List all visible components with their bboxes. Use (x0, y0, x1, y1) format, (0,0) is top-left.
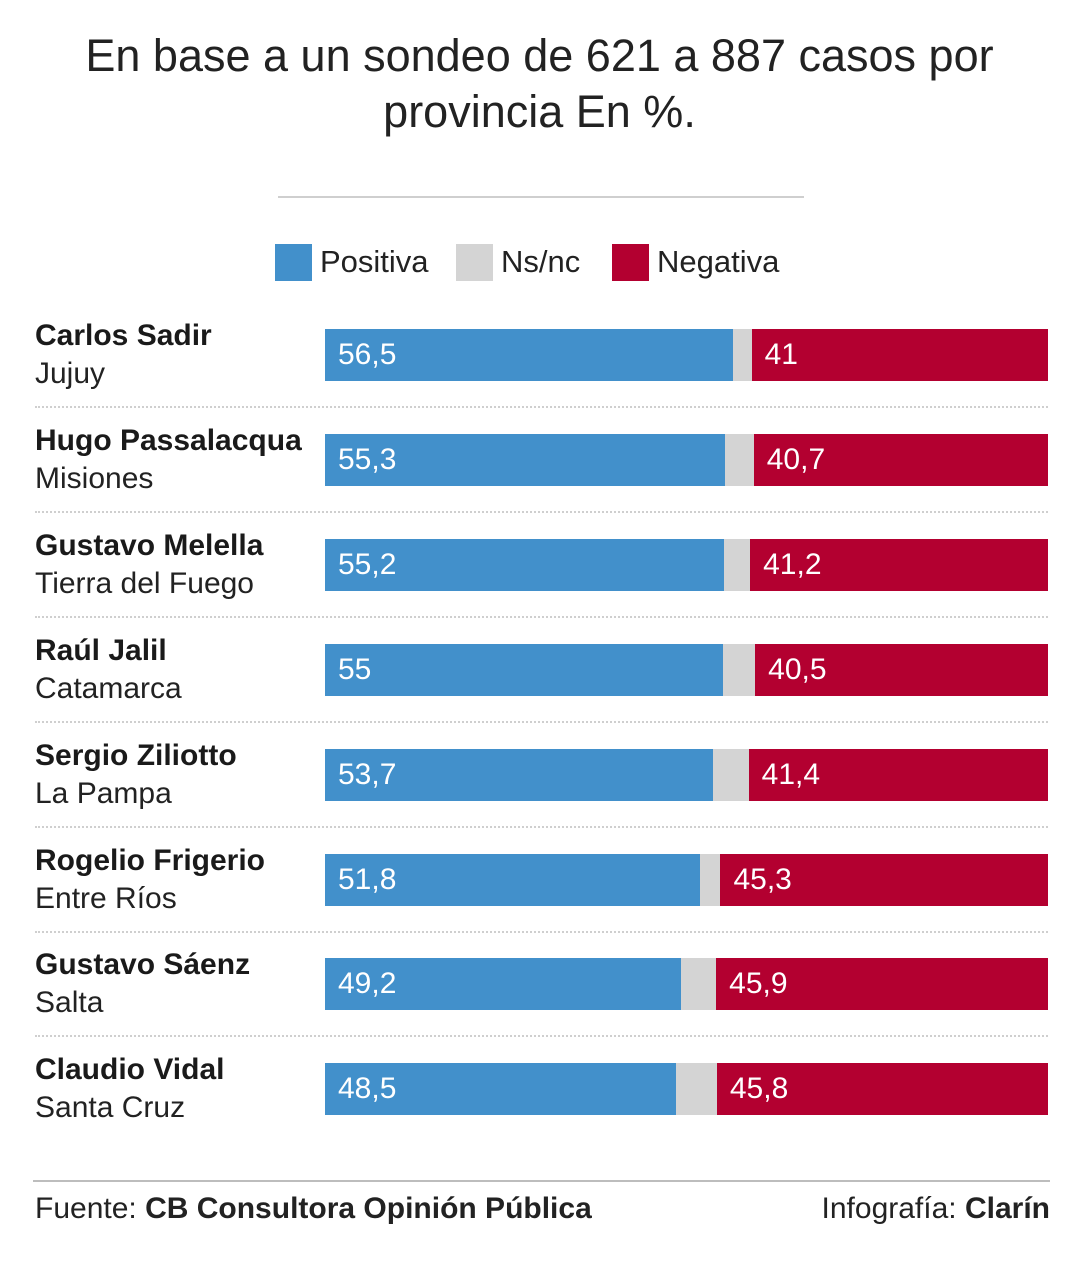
bar-segment-negativa (753, 433, 1048, 486)
chart-row: Raúl Jalil Catamarca 55 40,5 (35, 631, 1048, 735)
legend-swatch-positiva (275, 243, 312, 281)
bar-segment-nsnc (680, 958, 717, 1011)
data-label: 55 (338, 652, 372, 686)
bar-segment-nsnc (733, 329, 752, 381)
stacked-bar: 51,8 45,3 (325, 853, 1048, 906)
data-label: 41 (764, 338, 798, 371)
legend-swatch-negativa (612, 243, 649, 281)
chart-row: Gustavo Sáenz Salta 49,2 45,9 (35, 945, 1048, 1049)
credit-name: Clarín (964, 1192, 1050, 1225)
data-label: 45,3 (733, 862, 792, 896)
data-label: 45,9 (729, 967, 788, 1001)
title-divider (278, 196, 804, 198)
row-divider (35, 825, 1048, 828)
chart-row: Claudio Vidal Santa Cruz 48,5 45,8 (35, 1050, 1048, 1154)
data-label: 40,7 (766, 442, 826, 476)
governor-name: Gustavo Sáenz (35, 948, 251, 982)
province-name: Santa Cruz (35, 1091, 186, 1125)
data-label: 40,5 (768, 652, 827, 686)
bar-segment-positiva (325, 1063, 676, 1116)
chart-row: Carlos Sadir Jujuy 56,5 41 (35, 316, 1048, 420)
data-label: 45,8 (729, 1072, 789, 1106)
row-divider (35, 1035, 1048, 1038)
bar-segment-negativa (748, 748, 1048, 801)
governor-name: Carlos Sadir (35, 319, 212, 352)
legend-item-negativa: Negativa (612, 240, 779, 284)
row-divider (35, 720, 1048, 723)
credit-note: Infografía: Clarín (822, 1188, 1050, 1230)
legend-item-nsnc: Ns/nc (456, 240, 580, 284)
legend-item-positiva: Positiva (275, 240, 429, 284)
chart-row: Sergio Ziliotto La Pampa 53,7 41,4 (35, 736, 1048, 840)
chart-row: Hugo Passalacqua Misiones 55,3 40,7 (35, 421, 1048, 525)
bar-segment-positiva (325, 538, 725, 591)
bar-segment-nsnc (699, 853, 721, 906)
legend: Positiva Ns/nc Negativa (0, 240, 1079, 284)
stacked-bar: 49,2 45,9 (325, 958, 1048, 1011)
province-name: Entre Ríos (35, 881, 177, 915)
data-label: 55,3 (338, 442, 397, 476)
stacked-bar: 55 40,5 (325, 643, 1048, 696)
governor-name: Gustavo Melella (35, 528, 264, 562)
row-divider (35, 406, 1048, 408)
stacked-bar: 48,5 45,8 (325, 1063, 1048, 1116)
chart-row: Gustavo Melella Tierra del Fuego 55,2 41,2 (35, 526, 1048, 630)
legend-label-nsnc: Ns/nc (501, 244, 581, 279)
bar-segment-positiva (325, 958, 681, 1011)
legend-swatch-nsnc (456, 243, 493, 281)
stacked-bar: 55,3 40,7 (325, 433, 1048, 486)
source-name: CB Consultora Opinión Pública (145, 1192, 592, 1225)
bar-segment-nsnc (724, 538, 751, 591)
bar-segment-negativa (750, 538, 1048, 591)
chart-title: En base a un sondeo de 621 a 887 casos p… (85, 30, 994, 137)
data-label: 55,2 (338, 547, 397, 581)
governor-name: Raúl Jalil (35, 633, 167, 667)
province-name: Misiones (35, 461, 154, 495)
row-divider (35, 510, 1048, 513)
source-prefix: Fuente: (35, 1192, 146, 1225)
governor-name: Hugo Passalacqua (35, 423, 302, 457)
bar-segment-positiva (325, 433, 725, 486)
bar-segment-negativa (720, 853, 1048, 906)
footer-divider (33, 1180, 1050, 1182)
chart-row: Rogelio Frigerio Entre Ríos 51,8 45,3 (35, 841, 1048, 945)
governor-name: Claudio Vidal (35, 1053, 225, 1087)
legend-label-positiva: Positiva (320, 244, 429, 279)
bar-segment-negativa (716, 958, 1048, 1011)
data-label: 56,5 (338, 338, 397, 371)
stacked-bar: 53,7 41,4 (325, 748, 1048, 801)
governor-name: Rogelio Frigerio (35, 843, 266, 877)
bar-segment-nsnc (722, 643, 756, 696)
data-label: 41,2 (763, 547, 822, 581)
row-divider (35, 930, 1048, 933)
data-label: 49,2 (338, 967, 397, 1001)
bar-segment-nsnc (724, 433, 754, 486)
data-label: 53,7 (338, 757, 397, 791)
province-name: Catamarca (35, 671, 182, 705)
bar-segment-positiva (325, 329, 734, 381)
data-label: 51,8 (338, 862, 397, 896)
province-name: La Pampa (35, 776, 172, 810)
source-note: Fuente: CB Consultora Opinión Pública (35, 1188, 592, 1230)
data-label: 48,5 (338, 1072, 397, 1106)
province-name: Tierra del Fuego (35, 566, 254, 600)
bar-segment-positiva (325, 853, 700, 906)
bar-segment-negativa (716, 1063, 1048, 1116)
bar-segment-nsnc (713, 748, 749, 801)
governor-name: Sergio Ziliotto (35, 738, 237, 772)
row-divider (35, 615, 1048, 618)
stacked-bar: 56,5 41 (325, 329, 1048, 381)
legend-label-negativa: Negativa (657, 244, 780, 279)
province-name: Salta (35, 986, 104, 1020)
stacked-bar: 55,2 41,2 (325, 538, 1048, 591)
bar-segment-negativa (755, 643, 1048, 696)
bar-segment-nsnc (675, 1063, 717, 1116)
credit-prefix: Infografía: (821, 1192, 965, 1225)
province-name: Jujuy (35, 357, 106, 390)
bar-segment-positiva (325, 748, 714, 801)
bar-segment-negativa (751, 329, 1048, 381)
data-label: 41,4 (761, 757, 821, 791)
bar-segment-positiva (325, 643, 723, 696)
